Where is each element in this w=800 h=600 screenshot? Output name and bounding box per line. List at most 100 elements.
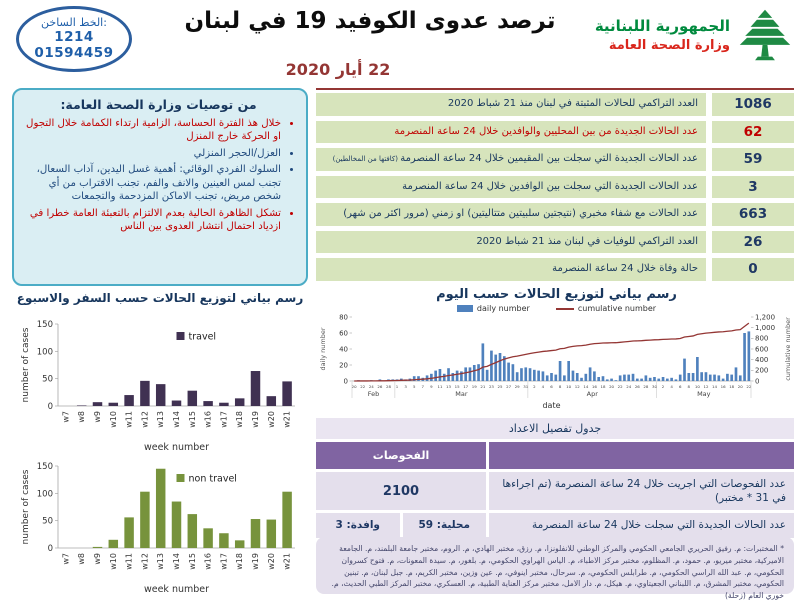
svg-text:13: 13 [446, 384, 451, 389]
stat-value: 59 [712, 148, 794, 171]
svg-text:21: 21 [480, 384, 485, 389]
ministry-name: وزارة الصحة العامة [608, 38, 730, 53]
svg-text:0: 0 [48, 402, 53, 412]
line-swatch-icon [555, 307, 574, 310]
svg-text:16: 16 [721, 384, 726, 389]
tests-header-cell: الفحوصات [316, 442, 486, 469]
svg-text:18: 18 [601, 384, 606, 389]
svg-text:30: 30 [652, 384, 657, 389]
svg-text:w15: w15 [188, 553, 197, 570]
svg-text:May: May [697, 390, 711, 398]
ministry-header: الجمهورية اللبنانية وزارة الصحة العامة [595, 8, 792, 62]
svg-text:17: 17 [463, 384, 468, 389]
svg-text:400: 400 [755, 356, 768, 364]
svg-text:w13: w13 [156, 411, 165, 428]
svg-text:2: 2 [533, 384, 536, 389]
stat-row: عدد الحالات الجديدة من بين المحليين والو… [316, 120, 794, 143]
stat-row: عدد الحالات الجديدة التي سجلت بين المقيم… [316, 148, 794, 171]
stat-row: العدد التراكمي للحالات المثبتة في لبنان … [316, 93, 794, 116]
svg-text:w19: w19 [251, 411, 260, 428]
hotline-badge: الخط الساخن: 1214 01594459 [16, 6, 132, 72]
svg-text:w11: w11 [125, 411, 134, 428]
svg-text:26: 26 [377, 384, 382, 389]
svg-text:2: 2 [662, 384, 665, 389]
svg-text:3: 3 [404, 384, 407, 389]
svg-text:number of cases: number of cases [21, 469, 31, 544]
header-divider [316, 88, 794, 90]
weekly-charts-title: رسم بياني لتوزيع الحالات حسب السفر والاس… [16, 291, 304, 305]
svg-text:24: 24 [369, 384, 374, 389]
legend-label: daily number [476, 304, 530, 313]
stat-label: العدد التراكمي للوفيات في لبنان منذ 21 ش… [316, 230, 706, 253]
stat-row: عدد الحالات الجديدة التي سجلت بين الوافد… [316, 175, 794, 198]
legend-item: daily number [456, 304, 530, 313]
svg-text:25: 25 [498, 384, 503, 389]
svg-text:Feb: Feb [368, 390, 380, 398]
daily-chart-legend: daily number cumulative number [318, 304, 795, 313]
svg-text:w16: w16 [204, 553, 213, 570]
stat-value: 0 [712, 258, 794, 281]
svg-text:15: 15 [455, 384, 460, 389]
svg-text:w20: w20 [267, 553, 276, 570]
svg-text:6: 6 [679, 384, 682, 389]
recommendation-item: العزل/الحجر المنزلي [22, 147, 281, 160]
svg-text:20: 20 [609, 384, 614, 389]
svg-text:w8: w8 [77, 411, 86, 423]
svg-text:w17: w17 [219, 553, 228, 570]
bar-swatch-icon [456, 305, 473, 312]
new-cases-values: وافدة: 3 محلية: 59 [316, 513, 486, 538]
svg-text:Apr: Apr [587, 390, 599, 398]
svg-text:60: 60 [339, 329, 348, 337]
svg-text:22: 22 [746, 384, 751, 389]
svg-text:28: 28 [386, 384, 391, 389]
svg-text:20: 20 [339, 361, 348, 369]
svg-text:29: 29 [515, 384, 520, 389]
svg-text:w7: w7 [61, 411, 70, 423]
svg-text:date: date [542, 401, 560, 410]
stat-label: عدد الحالات الجديدة التي سجلت بين المقيم… [316, 148, 706, 171]
svg-text:14: 14 [583, 384, 588, 389]
empty-header-cell [489, 442, 794, 469]
svg-text:0: 0 [344, 377, 348, 385]
svg-text:w18: w18 [235, 411, 244, 428]
svg-text:w10: w10 [109, 411, 118, 428]
svg-text:w17: w17 [219, 411, 228, 428]
svg-text:10: 10 [566, 384, 571, 389]
hotline-number-long: 01594459 [34, 45, 114, 61]
svg-text:w20: w20 [267, 411, 276, 428]
svg-text:0: 0 [48, 544, 53, 554]
svg-text:w9: w9 [93, 411, 102, 423]
svg-text:w7: w7 [61, 553, 70, 565]
travel-chart: 0 50 100 150 w7 w8 w9 w10 w11 w12 w13 w14 w15 w16 w17 w… [18, 314, 303, 458]
recommendation-item: خلال هذ الفترة الحساسة، الزامية ارتداء ا… [22, 117, 281, 144]
stat-label: حالة وفاة خلال 24 ساعة المنصرمة [316, 258, 706, 281]
cedar-logo-icon [739, 9, 791, 61]
details-table-title: جدول تفصيل الاعداد [316, 418, 794, 439]
svg-text:150: 150 [37, 462, 53, 472]
svg-text:18: 18 [729, 384, 734, 389]
svg-text:w21: w21 [283, 553, 292, 570]
stat-label: عدد الحالات الجديدة التي سجلت بين الوافد… [316, 175, 706, 198]
svg-text:week number: week number [144, 584, 209, 595]
recommendations-panel: من توصيات وزارة الصحة العامة: خلال هذ ال… [12, 88, 308, 286]
non-travel-chart: 0 50 100 150 w7 w8 w9 w10 w11 w12 w13 w14 w15 w16 w17 w… [18, 456, 303, 600]
svg-text:8: 8 [559, 384, 562, 389]
svg-text:28: 28 [643, 384, 648, 389]
labs-footnote: * المختبرات: م. رفيق الحريري الجامعي الح… [316, 537, 794, 600]
report-date: 22 أيار 2020 [285, 60, 391, 79]
svg-text:w14: w14 [172, 553, 181, 570]
svg-text:50: 50 [42, 517, 53, 527]
svg-text:12: 12 [703, 384, 708, 389]
svg-text:14: 14 [712, 384, 717, 389]
recommendations-list: خلال هذ الفترة الحساسة، الزامية ارتداء ا… [20, 117, 297, 234]
svg-text:number of cases: number of cases [21, 327, 31, 402]
svg-text:100: 100 [37, 347, 53, 357]
stat-row: عدد الحالات مع شفاء مخبري (نتيجتين سلبيت… [316, 203, 794, 226]
svg-text:w16: w16 [204, 411, 213, 428]
svg-text:40: 40 [339, 345, 348, 353]
svg-text:150: 150 [37, 320, 53, 330]
svg-text:w12: w12 [140, 411, 149, 428]
daily-chart: رسم بياني لتوزيع الحالات حسب اليوم daily… [318, 287, 795, 421]
svg-text:w10: w10 [109, 553, 118, 570]
